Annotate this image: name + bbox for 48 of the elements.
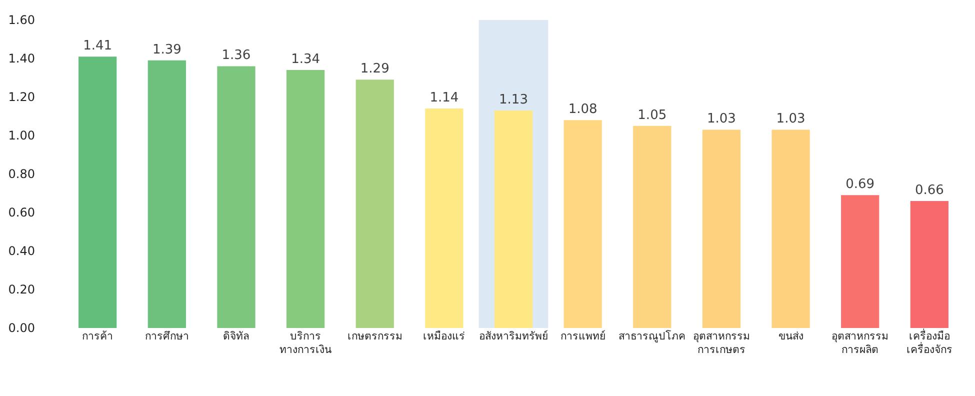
bar — [564, 120, 602, 328]
x-tick-label: การแพทย์ — [560, 330, 606, 342]
bar — [910, 200, 948, 328]
data-label: 1.39 — [152, 42, 182, 58]
y-tick-label: 0.40 — [8, 244, 35, 258]
y-tick-label: 0.60 — [8, 206, 35, 220]
data-label: 1.03 — [776, 112, 806, 127]
bar — [217, 66, 256, 328]
y-tick-label: 0.00 — [8, 321, 35, 336]
y-tick-label: 1.00 — [8, 128, 35, 143]
data-label: 1.03 — [706, 112, 736, 127]
bar — [702, 130, 741, 328]
x-tick-label: บริการ ทางการเงิน — [280, 330, 332, 356]
bar — [772, 130, 810, 328]
data-label: 1.41 — [83, 38, 112, 54]
bar — [78, 56, 117, 328]
data-label: 1.14 — [430, 90, 459, 106]
bar — [356, 80, 394, 328]
data-label: 1.05 — [638, 108, 667, 123]
bar — [148, 60, 186, 328]
data-label: 0.66 — [914, 182, 944, 198]
data-label: 1.34 — [291, 52, 320, 68]
x-tick-label: การศึกษา — [144, 330, 189, 342]
y-tick-label: 1.40 — [8, 52, 35, 66]
x-tick-label: ขนส่ง — [778, 330, 804, 342]
x-tick-label: เครื่องมือ เครื่องจักร — [906, 328, 952, 356]
y-tick-label: 1.20 — [8, 90, 35, 104]
y-tick-label: 0.80 — [8, 167, 35, 182]
bar — [494, 110, 533, 328]
x-tick-label: การค้า — [82, 330, 114, 342]
data-label: 0.69 — [846, 177, 875, 192]
bar — [286, 70, 325, 328]
data-label: 1.08 — [568, 102, 598, 118]
data-label: 1.13 — [499, 92, 528, 108]
bar — [841, 195, 880, 328]
x-tick-label: ดิจิทัล — [223, 330, 250, 342]
y-tick-label: 0.20 — [8, 282, 35, 297]
x-tick-label: เหมืองแร่ — [423, 330, 466, 342]
bar — [633, 126, 672, 328]
x-tick-label: สาธารณูปโภค — [618, 330, 686, 342]
data-label: 1.36 — [222, 48, 251, 64]
x-tick-label: อสังหาริมทรัพย์ — [479, 330, 548, 342]
y-tick-label: 1.60 — [8, 13, 35, 28]
x-tick-label: เกษตรกรรม — [347, 330, 402, 342]
bar — [425, 108, 464, 328]
x-tick-label: อุตสาหกรรม การเกษตร — [692, 330, 750, 356]
data-label: 1.29 — [360, 62, 390, 77]
x-tick-label: อุตสาหกรรม การผลิต — [832, 330, 889, 356]
